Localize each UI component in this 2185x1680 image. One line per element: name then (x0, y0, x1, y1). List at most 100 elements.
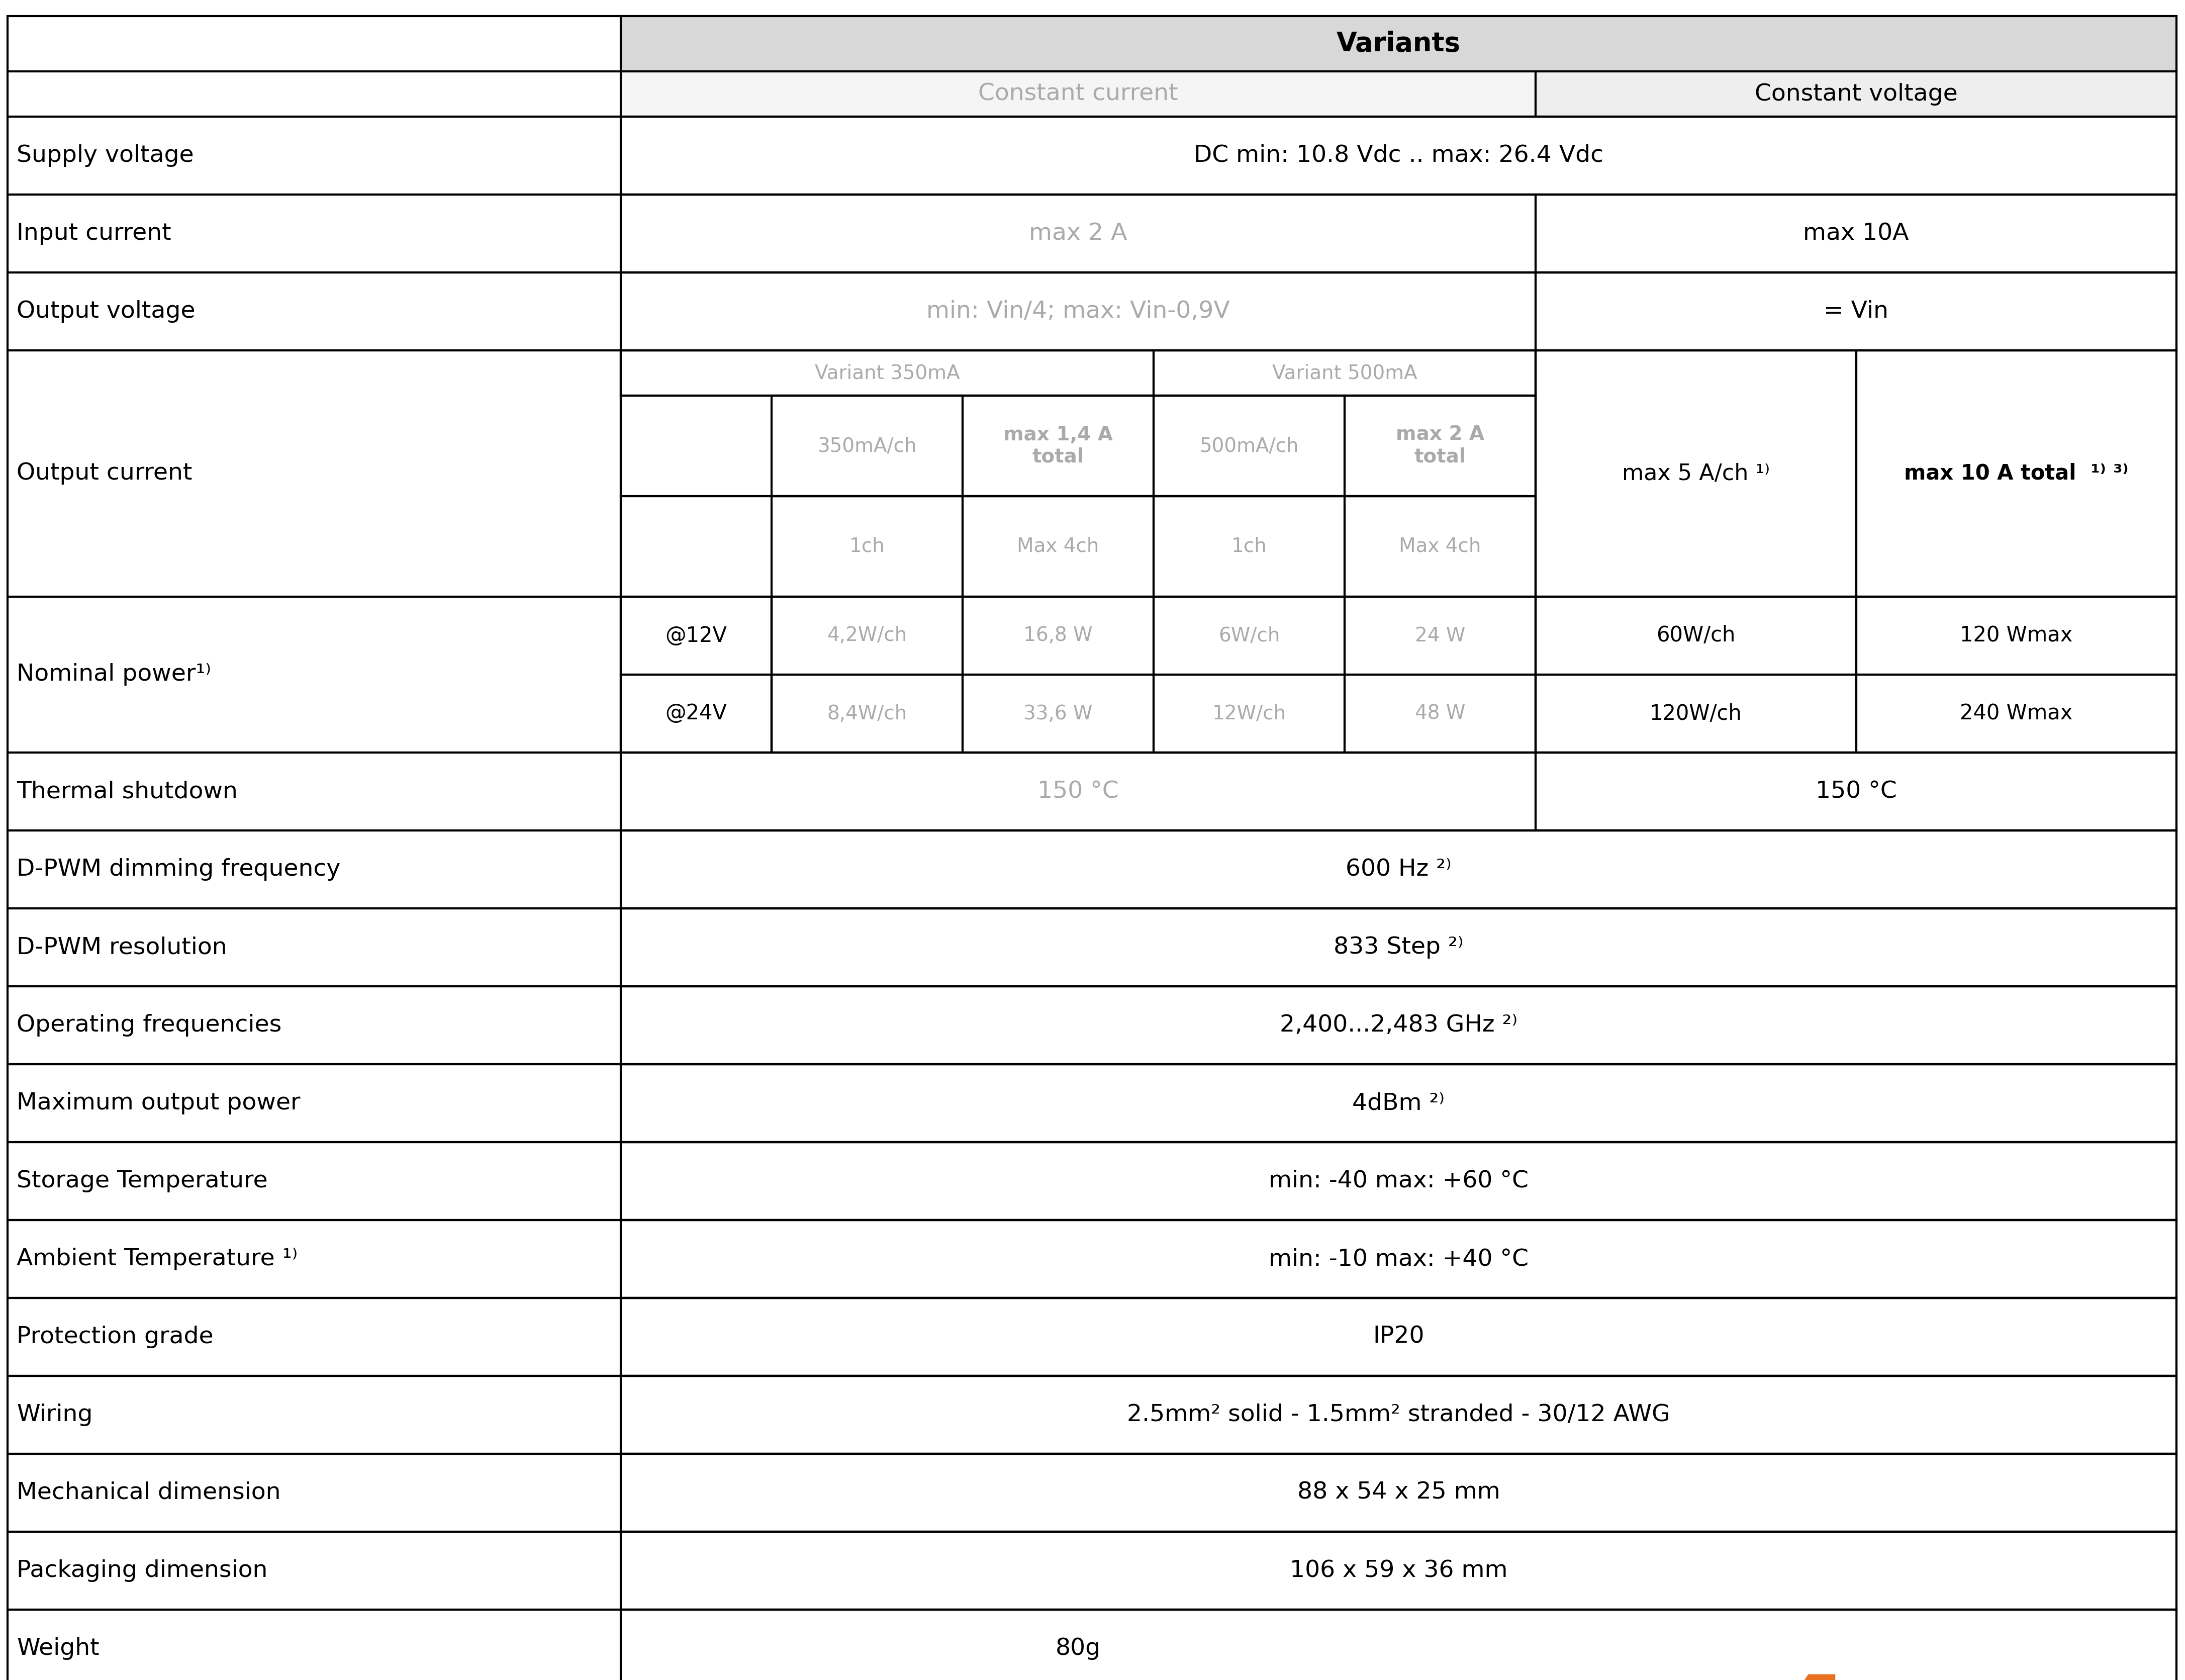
Bar (1536, 351, 2176, 596)
Bar (1154, 596, 1344, 675)
Text: min: -10 max: +40 °C: min: -10 max: +40 °C (1269, 1248, 1530, 1270)
Text: 16,8 W: 16,8 W (1023, 627, 1092, 645)
Text: max 2 A
total: max 2 A total (1396, 425, 1484, 467)
Bar (1154, 351, 1536, 395)
Text: min: Vin/4; max: Vin-0,9V: min: Vin/4; max: Vin-0,9V (926, 301, 1230, 323)
Text: Variant 350mA: Variant 350mA (815, 363, 959, 383)
Bar (621, 1063, 2176, 1142)
Bar (621, 1299, 2176, 1376)
Text: Operating frequencies: Operating frequencies (17, 1015, 282, 1037)
Bar (621, 1609, 2176, 1680)
Bar (7, 753, 2176, 830)
Text: 500mA/ch: 500mA/ch (1200, 437, 1298, 455)
Bar (7, 1299, 2176, 1376)
Text: 4dBm ²⁾: 4dBm ²⁾ (1353, 1092, 1444, 1114)
Bar (7, 17, 2176, 71)
Text: 33,6 W: 33,6 W (1023, 704, 1092, 722)
Bar (1855, 675, 2176, 753)
Text: 80g: 80g (1055, 1638, 1101, 1660)
Text: DC min: 10.8 Vdc .. max: 26.4 Vdc: DC min: 10.8 Vdc .. max: 26.4 Vdc (1193, 144, 1604, 166)
Text: Mechanical dimension: Mechanical dimension (17, 1482, 280, 1504)
Bar (7, 909, 2176, 986)
Text: max 10A: max 10A (1803, 222, 1910, 245)
Text: 600 Hz ²⁾: 600 Hz ²⁾ (1346, 858, 1451, 880)
Bar (621, 596, 771, 675)
Bar (1855, 351, 2176, 596)
Bar (621, 116, 2176, 195)
Bar (7, 1532, 2176, 1609)
Text: max 2 A: max 2 A (1029, 222, 1127, 245)
Text: Constant voltage: Constant voltage (1755, 82, 1958, 106)
Text: 1ch: 1ch (1232, 538, 1267, 556)
Bar (621, 1376, 2176, 1453)
Bar (1536, 675, 1855, 753)
Text: @12V: @12V (664, 625, 728, 647)
Bar (7, 1220, 2176, 1299)
Bar (7, 986, 2176, 1063)
Text: max 1,4 A
total: max 1,4 A total (1003, 425, 1112, 467)
Bar (1154, 675, 1344, 753)
Bar (621, 596, 771, 753)
Bar (1536, 596, 2176, 753)
Bar (1855, 596, 2176, 675)
Bar (621, 395, 1536, 496)
Bar (1344, 395, 1536, 496)
Text: @24V: @24V (664, 702, 728, 724)
Bar (7, 71, 2176, 116)
Bar (7, 1376, 2176, 1453)
Bar (1536, 753, 2176, 830)
Bar (771, 395, 964, 496)
Text: Thermal shutdown: Thermal shutdown (17, 780, 238, 803)
Bar (621, 830, 2176, 909)
Bar (621, 1142, 2176, 1220)
Bar (1536, 195, 2176, 272)
Text: 150 °C: 150 °C (1816, 780, 1897, 803)
Text: Ambient Temperature ¹⁾: Ambient Temperature ¹⁾ (17, 1248, 297, 1270)
Bar (7, 830, 2176, 909)
Bar (771, 496, 964, 596)
Bar (621, 1220, 2176, 1299)
Bar (7, 1453, 2176, 1532)
Bar (964, 675, 1154, 753)
Text: 120W/ch: 120W/ch (1650, 702, 1741, 724)
Text: 24 W: 24 W (1416, 627, 1466, 645)
Text: 2.5mm² solid - 1.5mm² stranded - 30/12 AWG: 2.5mm² solid - 1.5mm² stranded - 30/12 A… (1127, 1403, 1669, 1426)
Text: Max 4ch: Max 4ch (1398, 538, 1481, 556)
Bar (1536, 71, 2176, 116)
Bar (1344, 496, 1536, 596)
Text: Supply voltage: Supply voltage (17, 144, 194, 166)
Bar (1344, 596, 1536, 675)
Text: = Vin: = Vin (1824, 301, 1888, 323)
Text: Constant current: Constant current (979, 82, 1178, 106)
Bar (621, 71, 1536, 116)
Text: 120 Wmax: 120 Wmax (1960, 625, 2074, 647)
Text: 240 Wmax: 240 Wmax (1960, 702, 2074, 724)
Text: IP20: IP20 (1372, 1326, 1425, 1349)
Text: 8,4W/ch: 8,4W/ch (828, 704, 907, 722)
Bar (771, 596, 1536, 753)
Text: 833 Step ²⁾: 833 Step ²⁾ (1333, 936, 1464, 959)
Text: 2,400...2,483 GHz ²⁾: 2,400...2,483 GHz ²⁾ (1280, 1015, 1519, 1037)
Text: Variant 500mA: Variant 500mA (1272, 363, 1418, 383)
Text: Weight: Weight (17, 1638, 98, 1660)
Bar (1536, 596, 1855, 675)
Bar (621, 351, 1154, 395)
Text: Output current: Output current (17, 462, 192, 486)
Bar (7, 351, 621, 596)
Text: Maximum output power: Maximum output power (17, 1092, 299, 1114)
Text: 106 x 59 x 36 mm: 106 x 59 x 36 mm (1289, 1559, 1508, 1583)
Bar (771, 675, 964, 753)
Text: Storage Temperature: Storage Temperature (17, 1169, 269, 1193)
Bar (7, 1142, 2176, 1220)
Bar (7, 1063, 2176, 1142)
Text: Input current: Input current (17, 222, 170, 245)
Text: 4,2W/ch: 4,2W/ch (828, 627, 907, 645)
Bar (7, 596, 621, 753)
Text: min: -40 max: +60 °C: min: -40 max: +60 °C (1269, 1169, 1530, 1193)
Text: Variants: Variants (1337, 30, 1462, 57)
Text: Max 4ch: Max 4ch (1016, 538, 1099, 556)
Bar (1536, 272, 2176, 351)
Bar (1344, 675, 1536, 753)
Bar (621, 17, 2176, 71)
Text: 150 °C: 150 °C (1038, 780, 1119, 803)
